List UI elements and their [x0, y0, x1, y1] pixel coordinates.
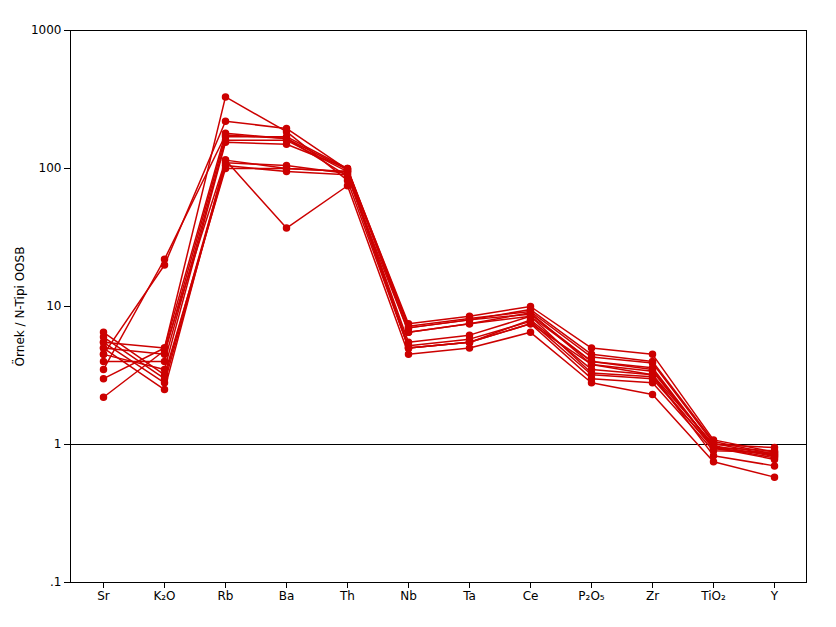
- svg-text:Zr: Zr: [646, 589, 659, 603]
- svg-text:.1: .1: [50, 575, 61, 589]
- svg-text:Ce: Ce: [523, 589, 539, 603]
- svg-text:K₂O: K₂O: [153, 589, 175, 603]
- svg-text:TiO₂: TiO₂: [700, 589, 726, 603]
- svg-text:Rb: Rb: [218, 589, 234, 603]
- svg-text:1: 1: [54, 437, 62, 451]
- svg-text:100: 100: [39, 161, 62, 175]
- svg-text:Th: Th: [339, 589, 355, 603]
- svg-text:1000: 1000: [31, 23, 62, 37]
- svg-text:Y: Y: [770, 589, 779, 603]
- svg-text:Nb: Nb: [400, 589, 417, 603]
- svg-text:P₂O₅: P₂O₅: [578, 589, 604, 603]
- svg-text:Ba: Ba: [279, 589, 295, 603]
- svg-text:Ta: Ta: [462, 589, 476, 603]
- svg-text:Örnek / N-Tipi OOSB: Örnek / N-Tipi OOSB: [11, 247, 27, 367]
- svg-text:Sr: Sr: [97, 589, 110, 603]
- svg-text:10: 10: [46, 299, 61, 313]
